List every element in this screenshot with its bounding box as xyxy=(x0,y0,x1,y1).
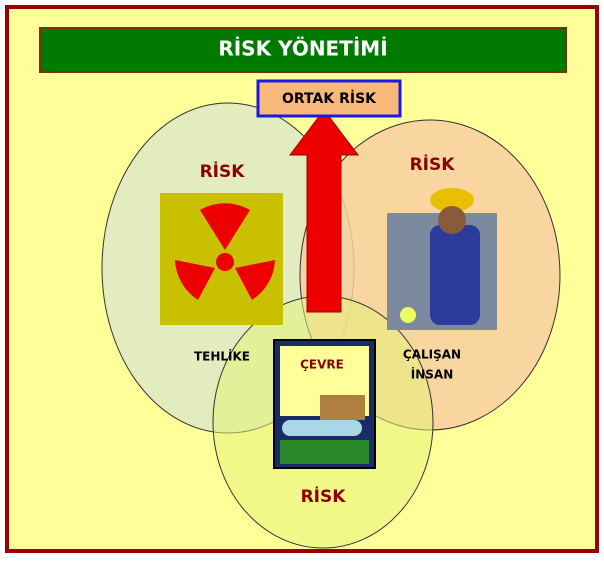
title: RİSK YÖNETİMİ xyxy=(218,37,387,61)
center-label: ORTAK RİSK xyxy=(282,90,377,107)
grass xyxy=(280,440,369,464)
lamp xyxy=(400,307,416,323)
hazard-label: TEHLİKE xyxy=(194,349,250,364)
human-label: ÇALIŞAN xyxy=(403,348,461,362)
risk-label: RİSK xyxy=(200,160,246,182)
risk-label: RİSK xyxy=(410,153,456,175)
radiation-center xyxy=(216,253,234,271)
worker-body xyxy=(430,225,480,325)
risk-label: RİSK xyxy=(301,485,347,507)
environment-label: ÇEVRE xyxy=(300,358,344,372)
human-label: İNSAN xyxy=(411,367,453,382)
worker-head xyxy=(438,206,466,234)
pipe xyxy=(282,420,362,436)
slide: RİSK YÖNETİMİ ORTAK RİSK RİSK TEHLİKE Rİ… xyxy=(0,0,604,559)
factory xyxy=(320,395,365,420)
